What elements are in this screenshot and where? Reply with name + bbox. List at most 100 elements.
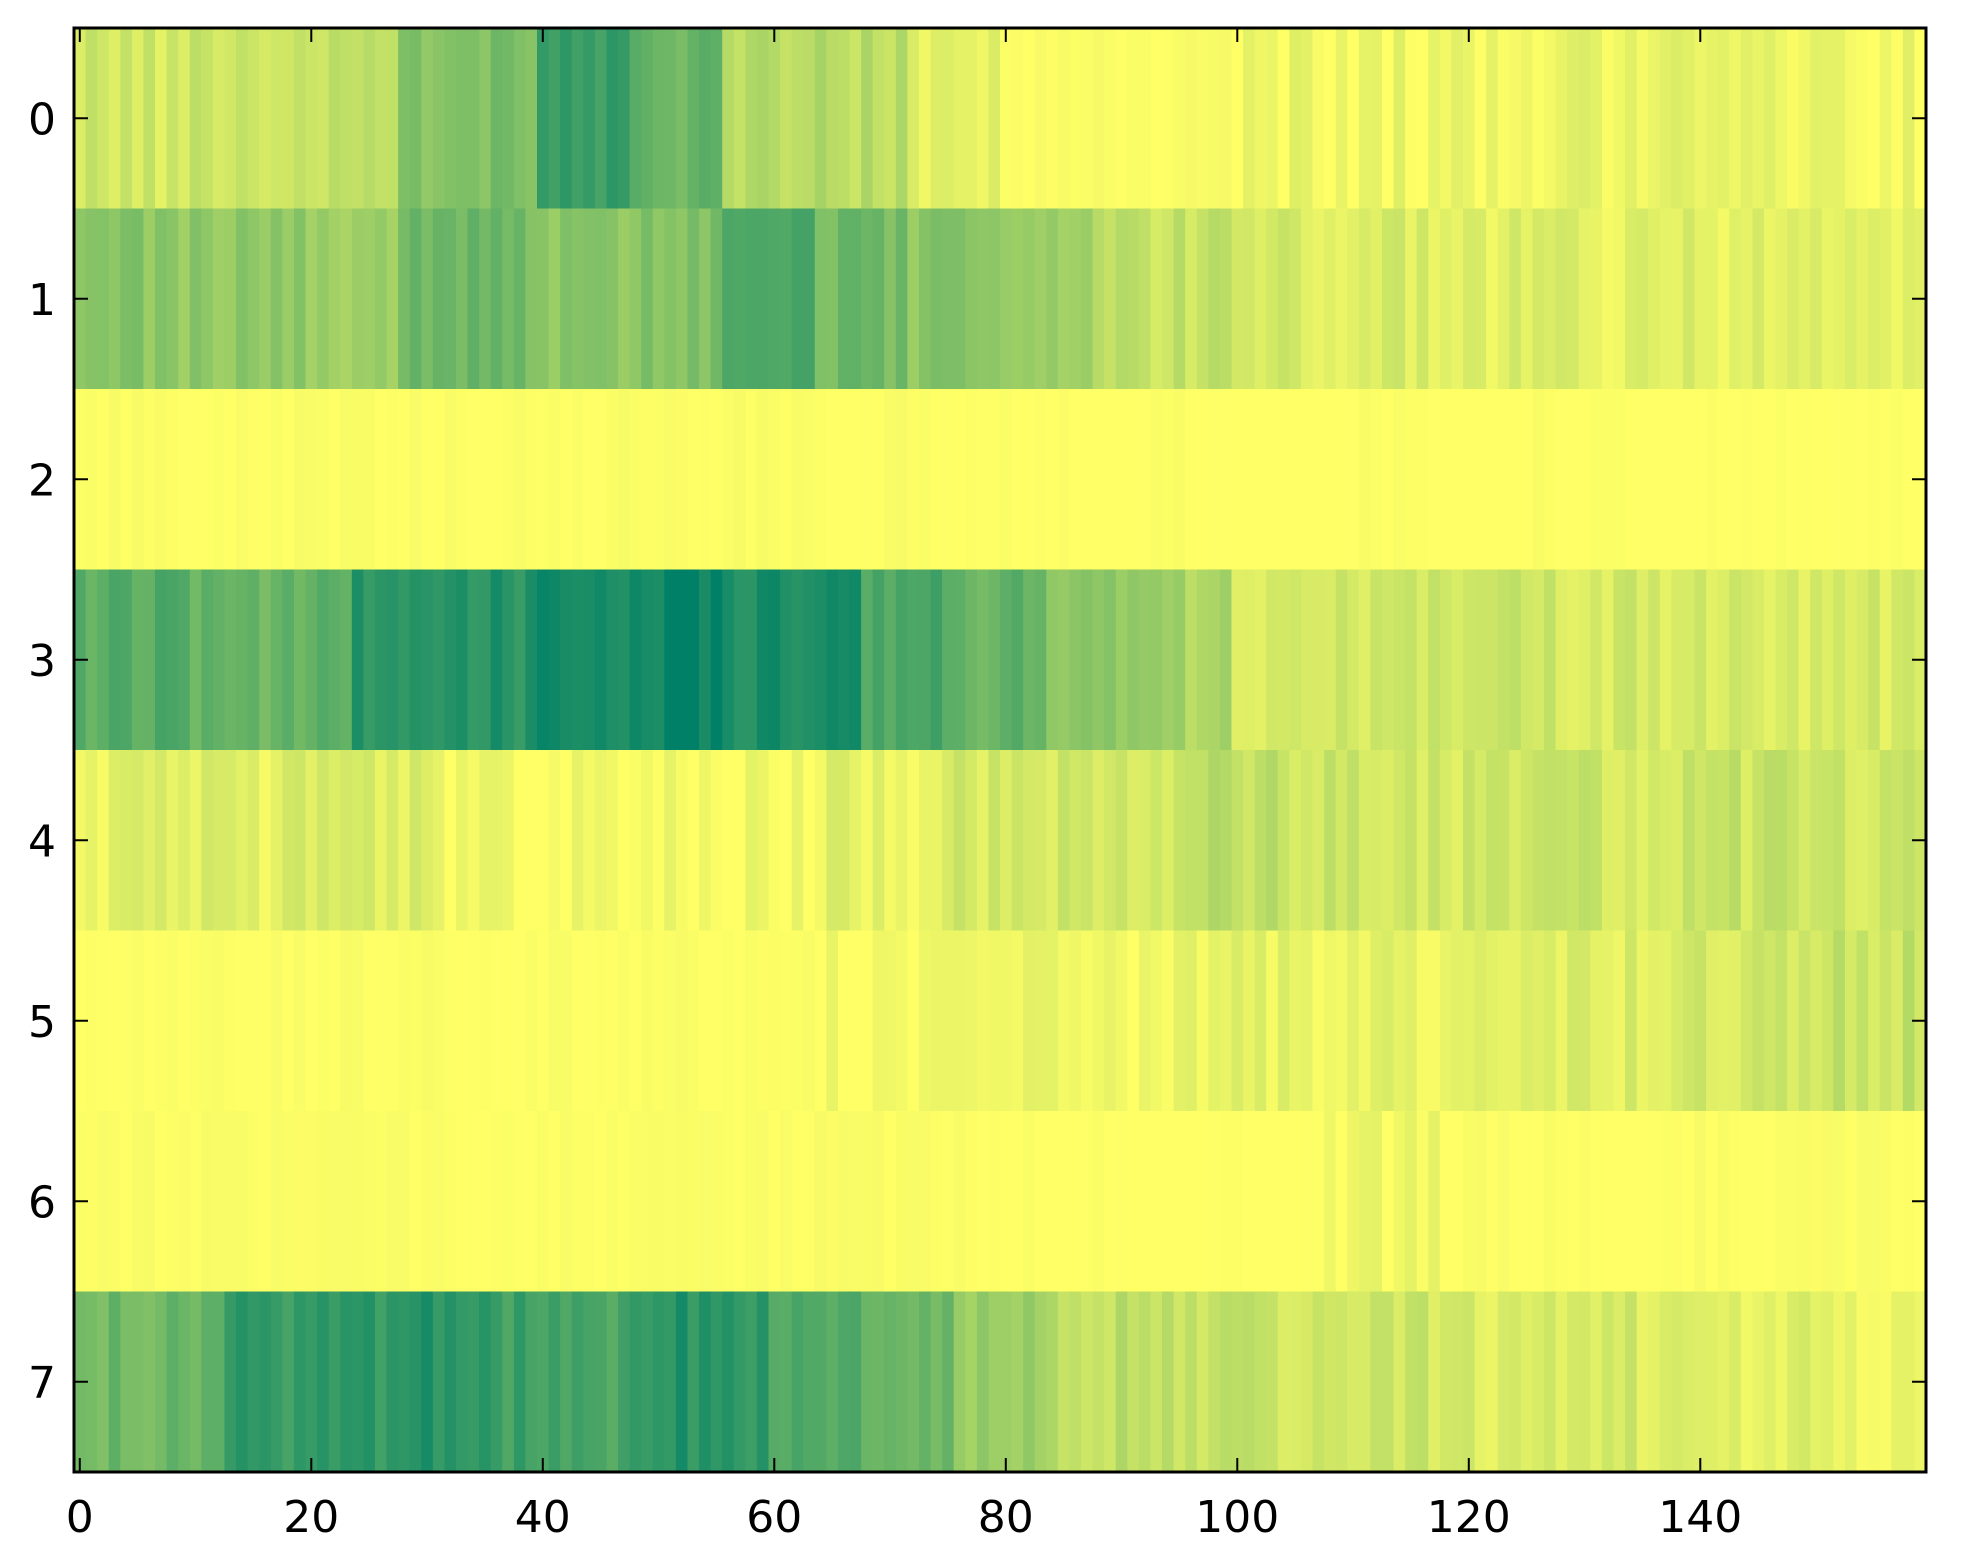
heatmap-cell bbox=[1497, 569, 1510, 751]
x-tick-label: 120 bbox=[1427, 1492, 1511, 1543]
heatmap-cell bbox=[907, 208, 920, 390]
heatmap-cell bbox=[548, 1111, 561, 1293]
heatmap-cell bbox=[1370, 1111, 1383, 1293]
heatmap-cell bbox=[1416, 569, 1429, 751]
heatmap-cell bbox=[965, 28, 978, 210]
heatmap-cell bbox=[1752, 208, 1765, 390]
heatmap-cell bbox=[1289, 569, 1302, 751]
heatmap-cell bbox=[988, 750, 1001, 932]
heatmap-cell bbox=[942, 930, 955, 1112]
heatmap-cell bbox=[374, 1111, 388, 1293]
heatmap-cell bbox=[1439, 208, 1453, 390]
heatmap-cell bbox=[363, 208, 376, 390]
heatmap-cell bbox=[1613, 389, 1626, 571]
heatmap-cell bbox=[259, 389, 272, 571]
heatmap-cell bbox=[1844, 1291, 1858, 1473]
heatmap-cell bbox=[1023, 569, 1036, 751]
heatmap-cell bbox=[1636, 28, 1649, 210]
heatmap-cell bbox=[791, 389, 804, 571]
heatmap-cell bbox=[872, 930, 885, 1112]
heatmap-cell bbox=[178, 750, 191, 932]
heatmap-cell bbox=[1324, 1291, 1337, 1473]
heatmap-cell bbox=[293, 1111, 307, 1293]
heatmap-cell bbox=[629, 1111, 642, 1293]
heatmap-cell bbox=[1729, 1111, 1742, 1293]
heatmap-cell bbox=[1682, 750, 1696, 932]
heatmap-cell bbox=[1601, 750, 1615, 932]
heatmap-cell bbox=[1844, 930, 1858, 1112]
heatmap-cell bbox=[155, 28, 168, 210]
heatmap-cell bbox=[1127, 750, 1140, 932]
heatmap-cell bbox=[525, 930, 538, 1112]
heatmap-cell bbox=[1729, 569, 1742, 751]
heatmap-cell bbox=[1671, 389, 1684, 571]
heatmap-cell bbox=[444, 28, 457, 210]
heatmap-cell bbox=[1844, 28, 1858, 210]
heatmap-cell bbox=[1844, 1111, 1858, 1293]
heatmap-cell bbox=[1266, 1111, 1279, 1293]
heatmap-cell bbox=[629, 28, 642, 210]
heatmap-cell bbox=[768, 208, 781, 390]
heatmap-cell bbox=[1451, 208, 1464, 390]
heatmap-cell bbox=[1335, 389, 1348, 571]
heatmap-cell bbox=[652, 930, 665, 1112]
heatmap-cell bbox=[606, 1291, 619, 1473]
heatmap-cell bbox=[1092, 1111, 1105, 1293]
heatmap-cell bbox=[351, 930, 364, 1112]
heatmap-cell bbox=[1729, 930, 1742, 1112]
heatmap-cell bbox=[525, 750, 538, 932]
heatmap-cell bbox=[537, 28, 550, 210]
heatmap-cell bbox=[1300, 930, 1314, 1112]
heatmap-cell bbox=[259, 208, 272, 390]
heatmap-cell bbox=[733, 208, 746, 390]
heatmap-cell bbox=[444, 1111, 457, 1293]
heatmap-cell bbox=[594, 569, 608, 751]
heatmap-cell bbox=[1717, 1111, 1730, 1293]
heatmap-cell bbox=[918, 1291, 932, 1473]
heatmap-cell bbox=[803, 389, 816, 571]
heatmap-cell bbox=[803, 1111, 816, 1293]
heatmap-cell bbox=[351, 389, 364, 571]
heatmap-cell bbox=[1231, 930, 1244, 1112]
heatmap-cell bbox=[398, 750, 411, 932]
heatmap-cell bbox=[918, 930, 932, 1112]
heatmap-cell bbox=[1590, 28, 1603, 210]
heatmap-cell bbox=[1752, 569, 1765, 751]
heatmap-cell bbox=[398, 569, 411, 751]
heatmap-cell bbox=[1300, 389, 1314, 571]
heatmap-cell bbox=[1463, 389, 1476, 571]
heatmap-cell bbox=[1752, 1111, 1765, 1293]
heatmap-cell bbox=[560, 930, 573, 1112]
heatmap-cell bbox=[328, 1291, 341, 1473]
heatmap-cell bbox=[1833, 930, 1846, 1112]
heatmap-cell bbox=[1706, 569, 1719, 751]
heatmap-cell bbox=[837, 569, 851, 751]
heatmap-cell bbox=[1706, 1291, 1719, 1473]
heatmap-cell bbox=[340, 569, 353, 751]
heatmap-cell bbox=[1520, 750, 1534, 932]
heatmap-cell bbox=[1104, 208, 1117, 390]
heatmap-cell bbox=[1081, 389, 1094, 571]
heatmap-cell bbox=[1381, 930, 1395, 1112]
heatmap-cell bbox=[1902, 930, 1916, 1112]
heatmap-cell bbox=[131, 28, 145, 210]
heatmap-cell bbox=[1613, 1291, 1626, 1473]
heatmap-cell bbox=[1752, 1291, 1765, 1473]
heatmap-cell bbox=[1219, 1111, 1233, 1293]
heatmap-cell bbox=[490, 930, 503, 1112]
heatmap-cell bbox=[351, 28, 364, 210]
heatmap-cell bbox=[1000, 208, 1013, 390]
heatmap-cell bbox=[270, 1291, 283, 1473]
heatmap-cell bbox=[1347, 930, 1360, 1112]
heatmap-cell bbox=[1717, 389, 1730, 571]
heatmap-cell bbox=[1393, 1111, 1406, 1293]
heatmap-cell bbox=[1891, 1111, 1904, 1293]
heatmap-cell bbox=[490, 389, 503, 571]
heatmap-cell bbox=[1312, 750, 1325, 932]
heatmap-cell bbox=[606, 208, 619, 390]
heatmap-cell bbox=[1243, 208, 1256, 390]
y-tick-label: 7 bbox=[28, 1358, 56, 1409]
heatmap-cell bbox=[155, 750, 168, 932]
heatmap-cell bbox=[1474, 28, 1487, 210]
heatmap-cell bbox=[537, 569, 550, 751]
